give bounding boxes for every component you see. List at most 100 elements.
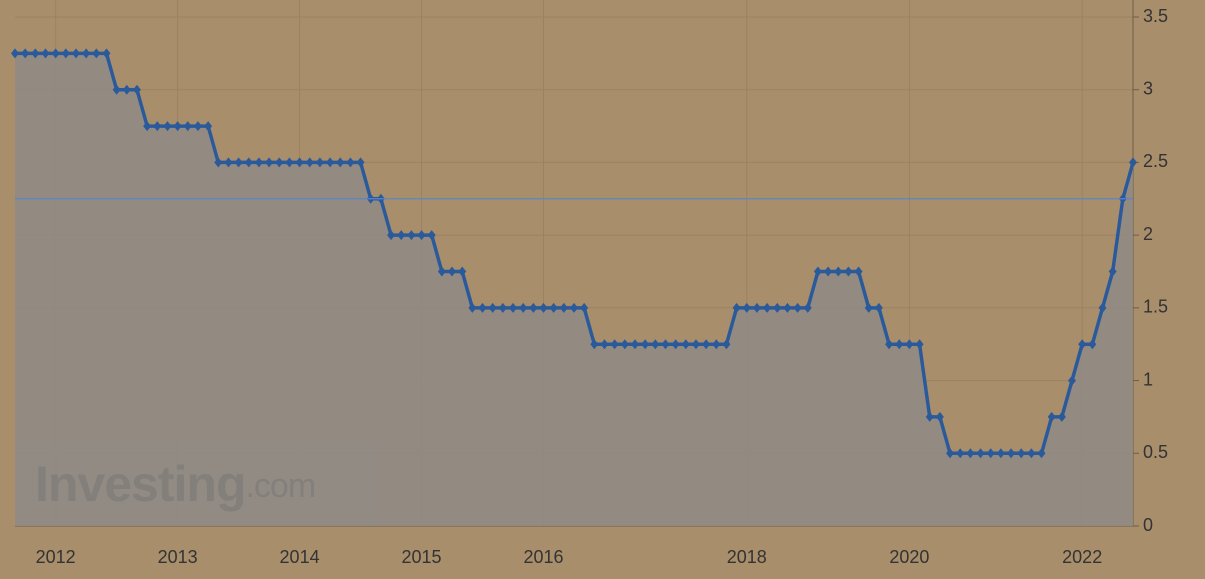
point <box>204 121 213 132</box>
point <box>82 48 91 59</box>
point <box>1017 448 1026 459</box>
point <box>488 302 497 313</box>
x-tick-label: 2022 <box>1062 547 1102 567</box>
point <box>570 302 578 313</box>
point <box>844 266 853 277</box>
point <box>244 157 253 168</box>
point <box>21 48 30 59</box>
point <box>681 339 690 350</box>
point <box>864 302 873 313</box>
point <box>132 84 141 95</box>
point <box>346 157 355 168</box>
point <box>448 266 457 277</box>
point <box>163 121 172 132</box>
point <box>122 84 131 95</box>
point <box>387 230 396 241</box>
x-tick-label: 2020 <box>889 547 929 567</box>
point <box>1078 339 1087 350</box>
point <box>935 411 944 422</box>
point <box>1108 266 1117 277</box>
point <box>468 302 477 313</box>
y-tick-label: 3 <box>1143 78 1153 98</box>
point <box>11 48 19 59</box>
y-tick-label: 3.5 <box>1143 6 1168 26</box>
y-tick-label: 0.5 <box>1143 442 1168 462</box>
point <box>752 302 761 313</box>
point <box>92 48 101 59</box>
point <box>295 157 304 168</box>
x-tick-label: 2018 <box>727 547 767 567</box>
point <box>275 157 284 168</box>
point <box>102 48 111 59</box>
point <box>1047 411 1056 422</box>
point <box>702 339 711 350</box>
point <box>946 448 955 459</box>
point <box>51 48 60 59</box>
point <box>407 230 416 241</box>
point <box>986 448 995 459</box>
point <box>641 339 650 350</box>
point <box>336 157 345 168</box>
point <box>61 48 70 59</box>
point <box>976 448 985 459</box>
point <box>183 121 192 132</box>
point <box>773 302 782 313</box>
x-tick-label: 2013 <box>158 547 198 567</box>
point <box>112 84 121 95</box>
point <box>549 302 558 313</box>
x-tick-label: 2014 <box>280 547 320 567</box>
point <box>620 339 629 350</box>
point <box>143 121 152 132</box>
point <box>813 266 822 277</box>
point <box>417 230 426 241</box>
point <box>214 157 223 168</box>
point <box>925 411 934 422</box>
point <box>956 448 965 459</box>
point <box>458 266 467 277</box>
point <box>661 339 670 350</box>
point <box>1057 411 1066 422</box>
point <box>874 302 883 313</box>
point <box>1088 339 1097 350</box>
point <box>285 157 294 168</box>
point <box>732 302 741 313</box>
point <box>498 302 507 313</box>
point <box>783 302 792 313</box>
point <box>397 230 406 241</box>
point <box>895 339 904 350</box>
point <box>539 302 548 313</box>
point <box>763 302 772 313</box>
point <box>1098 302 1107 313</box>
point <box>31 48 40 59</box>
point <box>519 302 528 313</box>
point <box>193 121 202 132</box>
y-tick-label: 2 <box>1143 224 1153 244</box>
point <box>224 157 233 168</box>
point <box>71 48 80 59</box>
point <box>1068 375 1077 386</box>
point <box>356 157 365 168</box>
point <box>885 339 894 350</box>
y-tick-label: 1 <box>1143 369 1153 389</box>
point <box>712 339 721 350</box>
x-tick-label: 2016 <box>523 547 563 567</box>
point <box>742 302 751 313</box>
point <box>905 339 914 350</box>
point <box>824 266 833 277</box>
point <box>590 339 599 350</box>
y-tick-label: 2.5 <box>1143 151 1168 171</box>
point <box>966 448 975 459</box>
point <box>1027 448 1036 459</box>
point <box>996 448 1005 459</box>
point <box>234 157 243 168</box>
point <box>915 339 924 350</box>
y-tick-label: 0 <box>1143 515 1153 535</box>
area <box>15 53 1133 526</box>
point <box>41 48 50 59</box>
point <box>803 302 812 313</box>
point <box>610 339 619 350</box>
point <box>691 339 700 350</box>
point <box>173 121 182 132</box>
point <box>580 302 589 313</box>
